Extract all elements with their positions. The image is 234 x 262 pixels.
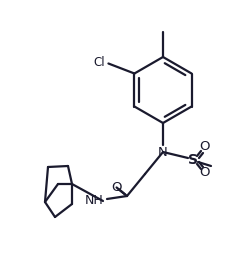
Text: S: S [188,153,198,167]
Text: N: N [158,146,168,159]
Text: Cl: Cl [94,56,106,69]
Text: NH: NH [84,194,103,208]
Text: O: O [199,140,209,154]
Text: O: O [199,166,209,179]
Text: O: O [111,181,121,194]
